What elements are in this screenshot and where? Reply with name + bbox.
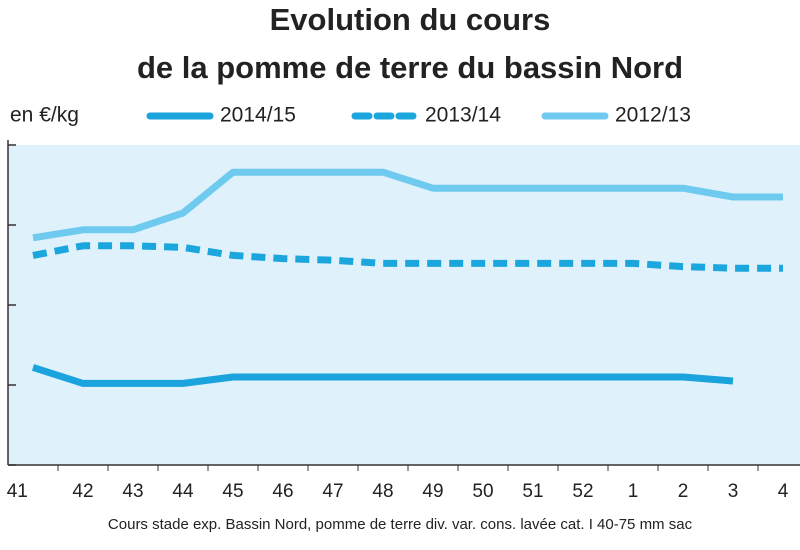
x-tick-label: 46 <box>272 481 293 502</box>
source-note: Cours stade exp. Bassin Nord, pomme de t… <box>108 516 693 533</box>
series-line <box>31 364 734 387</box>
x-tick-label: 50 <box>472 481 493 502</box>
series-line <box>32 168 783 242</box>
x-tick-label: 42 <box>72 481 93 502</box>
x-tick-label: 1 <box>628 481 639 502</box>
plot-background <box>8 145 800 465</box>
x-tick-label: 44 <box>172 481 194 502</box>
x-tick-label: 45 <box>222 481 243 502</box>
x-tick-label: 4 <box>778 481 789 502</box>
x-tick-label: 47 <box>322 481 343 502</box>
x-tick-label: 48 <box>372 481 393 502</box>
legend-label: 2013/14 <box>425 104 501 127</box>
legend-label: 2014/15 <box>220 104 296 127</box>
legend-label: 2012/13 <box>615 104 691 127</box>
y-axis-label: en €/kg <box>10 104 79 127</box>
chart-subtitle: de la pomme de terre du bassin Nord <box>137 50 683 85</box>
x-tick-label: 51 <box>522 481 543 502</box>
x-tick-label: 3 <box>728 481 739 502</box>
chart-title: Evolution du cours <box>270 2 551 37</box>
x-tick-label: 52 <box>572 481 593 502</box>
x-tick-label: . 41 <box>0 481 28 502</box>
x-tick-label: 43 <box>122 481 143 502</box>
x-tick-label: 49 <box>422 481 443 502</box>
series-line <box>32 242 783 272</box>
x-tick-label: 2 <box>678 481 689 502</box>
